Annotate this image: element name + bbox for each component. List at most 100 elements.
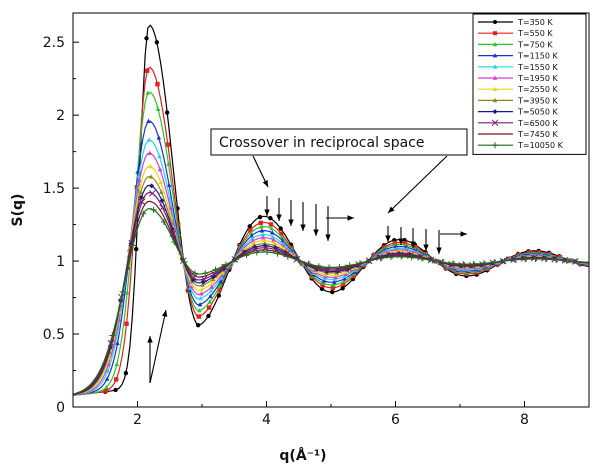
- series-marker-3: [156, 135, 162, 140]
- legend: T=350 K T=550 K T=750 K T=1150 K T=1550 K T=1…: [472, 13, 587, 155]
- series-marker-3: [146, 118, 151, 123]
- axes-layer: 2 4 6 8 0 0.5 1 1.5 2 2.5 q(Å⁻¹) S(q): [10, 35, 590, 464]
- legend-marker: [492, 53, 498, 58]
- y-tick-label: 1: [56, 254, 65, 270]
- series-marker-6: [210, 280, 215, 285]
- legend-label: T=3950 K: [517, 96, 558, 105]
- series-marker-8: [149, 183, 155, 189]
- series-marker-6: [189, 281, 194, 286]
- legend-label: T=2550 K: [517, 85, 558, 94]
- series-marker-2: [155, 106, 161, 111]
- legend-marker: [493, 31, 497, 36]
- series-marker-5: [209, 284, 214, 289]
- series-marker-9: [148, 190, 156, 197]
- series-marker-1: [413, 245, 418, 250]
- series-marker-3: [270, 230, 275, 235]
- series-marker-11: [336, 264, 343, 271]
- series-marker-11: [449, 260, 456, 267]
- series-marker-3: [187, 287, 193, 293]
- annotation-leader-left: [252, 155, 269, 188]
- series-marker-7: [148, 174, 154, 179]
- series-marker-11: [191, 270, 198, 277]
- y-axis-title: S(q): [10, 194, 26, 227]
- series-marker-1: [124, 321, 129, 326]
- series-marker-11: [377, 255, 384, 262]
- series-marker-11: [222, 261, 229, 268]
- series-marker-0: [206, 313, 211, 319]
- series-marker-5: [260, 235, 266, 240]
- series-marker-8: [252, 244, 258, 250]
- series-marker-11: [501, 257, 508, 264]
- annotation-layer: Crossover in reciprocal space: [147, 128, 468, 384]
- series-marker-3: [249, 233, 254, 238]
- series-marker-11: [274, 250, 281, 257]
- series-marker-4: [146, 137, 152, 142]
- series-marker-1: [330, 285, 336, 291]
- x-axis-title: q(Å⁻¹): [279, 447, 326, 464]
- annotation-text: Crossover in reciprocal space: [219, 135, 425, 151]
- second-peak-arrow-5: [325, 206, 331, 241]
- series-marker-0: [144, 36, 149, 41]
- series-marker-5: [188, 283, 194, 289]
- x-tick-label: 4: [262, 412, 271, 428]
- series-marker-8: [138, 194, 144, 200]
- series-marker-11: [398, 253, 405, 260]
- series-marker-11: [418, 255, 425, 262]
- series-marker-5: [199, 291, 204, 296]
- series-marker-2: [331, 282, 336, 287]
- series-marker-3: [166, 182, 172, 188]
- series-marker-2: [114, 361, 120, 367]
- series-marker-3: [259, 228, 265, 233]
- series-marker-2: [166, 161, 171, 166]
- series-marker-4: [198, 295, 204, 301]
- series-marker-11: [160, 218, 167, 225]
- series-marker-1: [196, 314, 201, 319]
- legend-marker: [491, 119, 499, 127]
- series-marker-7: [200, 282, 205, 287]
- series-marker-1: [392, 240, 398, 246]
- series-marker-11: [212, 266, 219, 273]
- legend-label: T=350 K: [517, 18, 553, 27]
- series-marker-11: [171, 239, 178, 246]
- series-marker-6: [148, 163, 153, 169]
- series-marker-2: [104, 384, 109, 390]
- series-marker-2: [320, 280, 326, 285]
- series-marker-1: [341, 282, 346, 287]
- series-marker-11: [563, 257, 570, 264]
- series-marker-6: [261, 238, 267, 243]
- third-peak-arrow-4: [436, 230, 442, 254]
- series-marker-7: [210, 276, 216, 282]
- series-marker-11: [119, 288, 126, 295]
- series-marker-8: [159, 198, 165, 204]
- series-marker-6: [199, 286, 205, 292]
- series-marker-2: [259, 224, 264, 229]
- series-marker-0: [278, 226, 283, 231]
- legend-marker: [492, 142, 498, 149]
- y-tick-label: 0.5: [43, 327, 65, 343]
- series-marker-9: [210, 270, 218, 278]
- series-marker-11: [243, 251, 250, 258]
- series-marker-6: [220, 270, 225, 275]
- series-marker-1: [155, 81, 160, 87]
- series-marker-4: [260, 232, 265, 237]
- series-marker-6: [137, 184, 143, 189]
- series-marker-11: [553, 256, 560, 263]
- legend-marker: [492, 41, 498, 47]
- series-marker-1: [217, 287, 222, 292]
- x-tick-label: 2: [133, 412, 142, 428]
- series-marker-11: [295, 257, 302, 264]
- series-marker-3: [218, 279, 224, 284]
- series-marker-1: [320, 283, 325, 288]
- series-marker-11: [573, 258, 580, 265]
- series-marker-3: [115, 340, 120, 346]
- legend-label: T=1150 K: [517, 52, 558, 61]
- series-marker-3: [321, 278, 327, 283]
- series-marker-0: [195, 322, 201, 328]
- legend-marker: [492, 64, 498, 69]
- series-marker-1: [258, 220, 263, 226]
- series-marker-0: [154, 40, 160, 45]
- series-marker-1: [279, 231, 284, 236]
- annotation-box: [210, 128, 468, 156]
- series-marker-5: [147, 150, 153, 155]
- series-marker-1: [165, 142, 171, 147]
